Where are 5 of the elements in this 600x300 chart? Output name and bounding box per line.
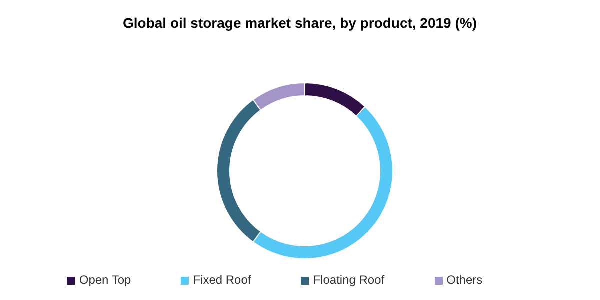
- legend-label: Open Top: [79, 273, 132, 287]
- legend-label: Others: [446, 273, 483, 287]
- legend-label: Fixed Roof: [193, 273, 252, 287]
- chart-title: Global oil storage market share, by product, 2019 (%): [122, 14, 478, 33]
- legend-label: Floating Roof: [313, 273, 385, 287]
